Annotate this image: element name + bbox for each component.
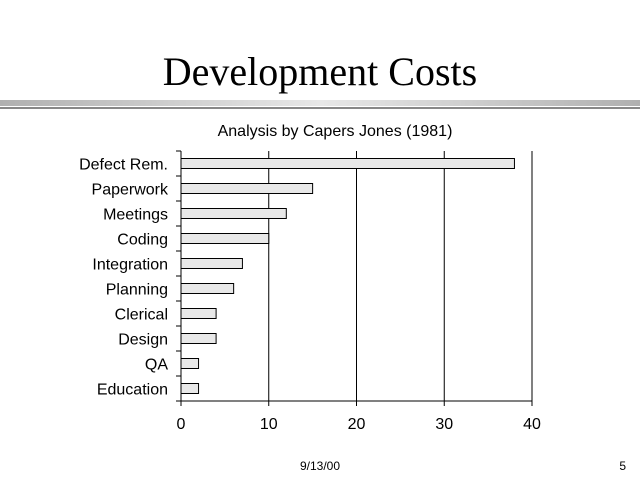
category-label: Meetings [103,207,168,224]
bar-integration [180,258,243,269]
bar-coding [180,233,270,244]
x-tick-label: 10 [260,416,278,433]
category-label: Clerical [115,307,168,324]
bar-meetings [180,208,287,219]
bar-defect-rem- [180,158,515,169]
bar-design [180,333,217,344]
category-label: Education [97,382,168,399]
page-number: 5 [619,459,626,473]
category-label: Planning [106,282,168,299]
x-tick-label: 30 [435,416,453,433]
category-label: Design [118,332,168,349]
bar-paperwork [180,183,314,194]
category-label: Paperwork [92,182,169,199]
title-divider [0,100,640,106]
x-tick-label: 0 [177,416,186,433]
category-label: Integration [92,257,168,274]
footer-date: 9/13/00 [299,459,341,473]
category-label: Defect Rem. [79,157,168,174]
x-tick-label: 40 [523,416,541,433]
bar-education [180,383,200,394]
category-label: Coding [117,232,168,249]
category-label: QA [145,357,168,374]
chart-title: Analysis by Capers Jones (1981) [218,123,453,140]
bar-planning [180,283,235,294]
x-tick-label: 20 [348,416,366,433]
slide-title: Development Costs [162,49,478,94]
title-divider-thin [0,107,640,109]
bar-clerical [180,308,217,319]
bar-qa [180,358,200,369]
